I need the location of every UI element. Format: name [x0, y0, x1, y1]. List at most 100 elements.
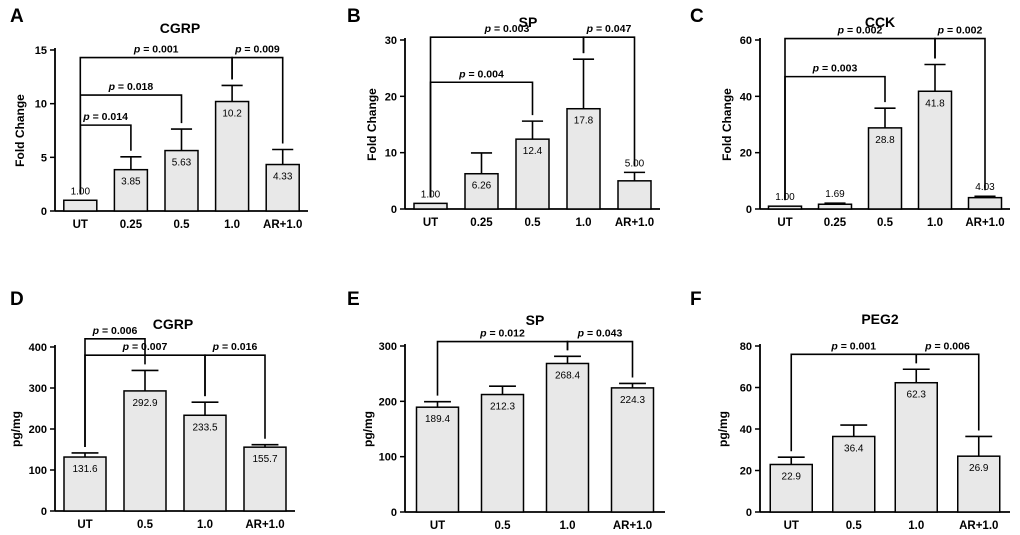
bar-value-label: 4.33 — [273, 172, 293, 183]
bar — [413, 202, 448, 210]
chart-title: CGRP — [160, 20, 200, 36]
bar — [183, 414, 227, 512]
bar-value-label: 212.3 — [490, 402, 515, 413]
x-tick-label: 0.25 — [120, 219, 143, 231]
x-tick-label: 1.0 — [908, 520, 924, 532]
x-tick-label: AR+1.0 — [615, 217, 654, 229]
chart-title: CGRP — [153, 316, 193, 332]
x-tick-label: AR+1.0 — [965, 217, 1004, 229]
p-value-label: p = 0.009 — [234, 44, 280, 56]
bar — [610, 387, 655, 513]
panel-letter: A — [10, 6, 24, 27]
bar-value-label: 155.7 — [252, 454, 277, 465]
bar — [769, 463, 813, 513]
x-tick-label: UT — [73, 219, 88, 231]
bar-value-label: 131.6 — [72, 464, 97, 475]
chart-title: CCK — [865, 14, 895, 30]
bar-value-label: 17.8 — [574, 116, 594, 127]
bar — [545, 362, 590, 513]
x-tick-label: AR+1.0 — [959, 520, 998, 532]
p-value-label: p = 0.001 — [830, 340, 876, 352]
significance-bracket — [582, 36, 636, 167]
bar-value-label: 6.26 — [472, 181, 492, 192]
y-tick-label: 40 — [740, 424, 752, 436]
bar — [63, 456, 107, 512]
bar-value-label: 36.4 — [844, 443, 864, 454]
y-axis-label: Fold Change — [365, 88, 379, 161]
bar — [917, 90, 953, 210]
y-tick-label: 300 — [29, 383, 47, 395]
p-value-label: p = 0.006 — [924, 340, 970, 352]
bar — [164, 149, 199, 212]
x-tick-label: UT — [77, 519, 92, 531]
bar — [243, 446, 287, 512]
x-tick-label: 0.25 — [470, 217, 493, 229]
y-tick-label: 80 — [740, 341, 752, 353]
bar — [957, 455, 1001, 513]
p-value-label: p = 0.002 — [837, 25, 883, 37]
bar — [832, 435, 876, 513]
bar-value-label: 292.9 — [132, 398, 157, 409]
p-value-label: p = 0.002 — [937, 25, 983, 37]
panel-f: F PEG2 pg/mg 0 20 40 60 80 22.9 UT 36.4 0.5 62.3 1.0 2… — [690, 289, 1010, 532]
significance-bracket — [915, 353, 980, 431]
y-axis-label: Fold Change — [13, 94, 27, 167]
significance-bracket — [566, 340, 634, 378]
p-value-label: p = 0.003 — [812, 63, 858, 75]
y-tick-label: 10 — [385, 148, 397, 160]
significance-bracket — [231, 56, 284, 144]
bar-value-label: 268.4 — [555, 370, 580, 381]
x-tick-label: UT — [784, 520, 799, 532]
bar — [515, 138, 550, 210]
y-tick-label: 100 — [29, 465, 47, 477]
bar-value-label: 189.4 — [425, 414, 450, 425]
p-value-label: p = 0.006 — [92, 325, 138, 337]
chart-title: SP — [526, 312, 545, 328]
x-tick-label: AR+1.0 — [263, 219, 302, 231]
y-tick-label: 0 — [391, 204, 397, 216]
bar — [566, 107, 601, 210]
bar-value-label: 22.9 — [782, 471, 802, 482]
p-value-label: p = 0.016 — [212, 341, 258, 353]
bar-value-label: 28.8 — [875, 135, 895, 146]
x-tick-label: UT — [777, 217, 792, 229]
y-axis-label: pg/mg — [716, 411, 730, 447]
x-tick-label: AR+1.0 — [245, 519, 284, 531]
y-tick-label: 0 — [746, 507, 752, 519]
y-tick-label: 100 — [379, 452, 397, 464]
x-tick-label: 1.0 — [927, 217, 943, 229]
bar-value-label: 1.69 — [825, 189, 845, 200]
p-value-label: p = 0.001 — [133, 44, 179, 56]
significance-bracket — [784, 37, 936, 201]
x-tick-label: 1.0 — [576, 217, 592, 229]
p-value-label: p = 0.007 — [122, 341, 168, 353]
y-tick-label: 400 — [29, 342, 47, 354]
bar-value-label: 5.63 — [172, 158, 192, 169]
bar-value-label: 3.85 — [121, 177, 141, 188]
x-tick-label: 0.5 — [137, 519, 154, 531]
panel-letter: B — [347, 6, 361, 27]
chart-title: PEG2 — [861, 311, 899, 327]
x-tick-label: 1.0 — [560, 520, 576, 532]
panel-e: E SP pg/mg 0 100 200 300 189.4 UT 212.3 0.5 268.4 1.… — [347, 289, 665, 532]
y-tick-label: 60 — [740, 35, 752, 47]
significance-bracket — [204, 354, 266, 439]
bar — [63, 199, 98, 212]
x-tick-label: 0.25 — [824, 217, 847, 229]
y-tick-label: 40 — [740, 91, 752, 103]
panel-d: D CGRP pg/mg 0 100 200 300 400 131.6 UT 292.9 0.5 23… — [9, 289, 295, 531]
p-value-label: p = 0.047 — [586, 23, 632, 35]
bar — [464, 172, 499, 210]
y-tick-label: 0 — [41, 206, 47, 218]
p-value-label: p = 0.003 — [484, 23, 530, 35]
significance-bracket — [934, 37, 986, 191]
y-axis-label: Fold Change — [720, 88, 734, 161]
y-tick-label: 0 — [746, 204, 752, 216]
y-tick-label: 0 — [41, 506, 47, 518]
x-tick-label: AR+1.0 — [613, 520, 652, 532]
y-tick-label: 20 — [740, 148, 752, 160]
bar-value-label: 224.3 — [620, 395, 645, 406]
p-value-label: p = 0.014 — [82, 111, 128, 123]
